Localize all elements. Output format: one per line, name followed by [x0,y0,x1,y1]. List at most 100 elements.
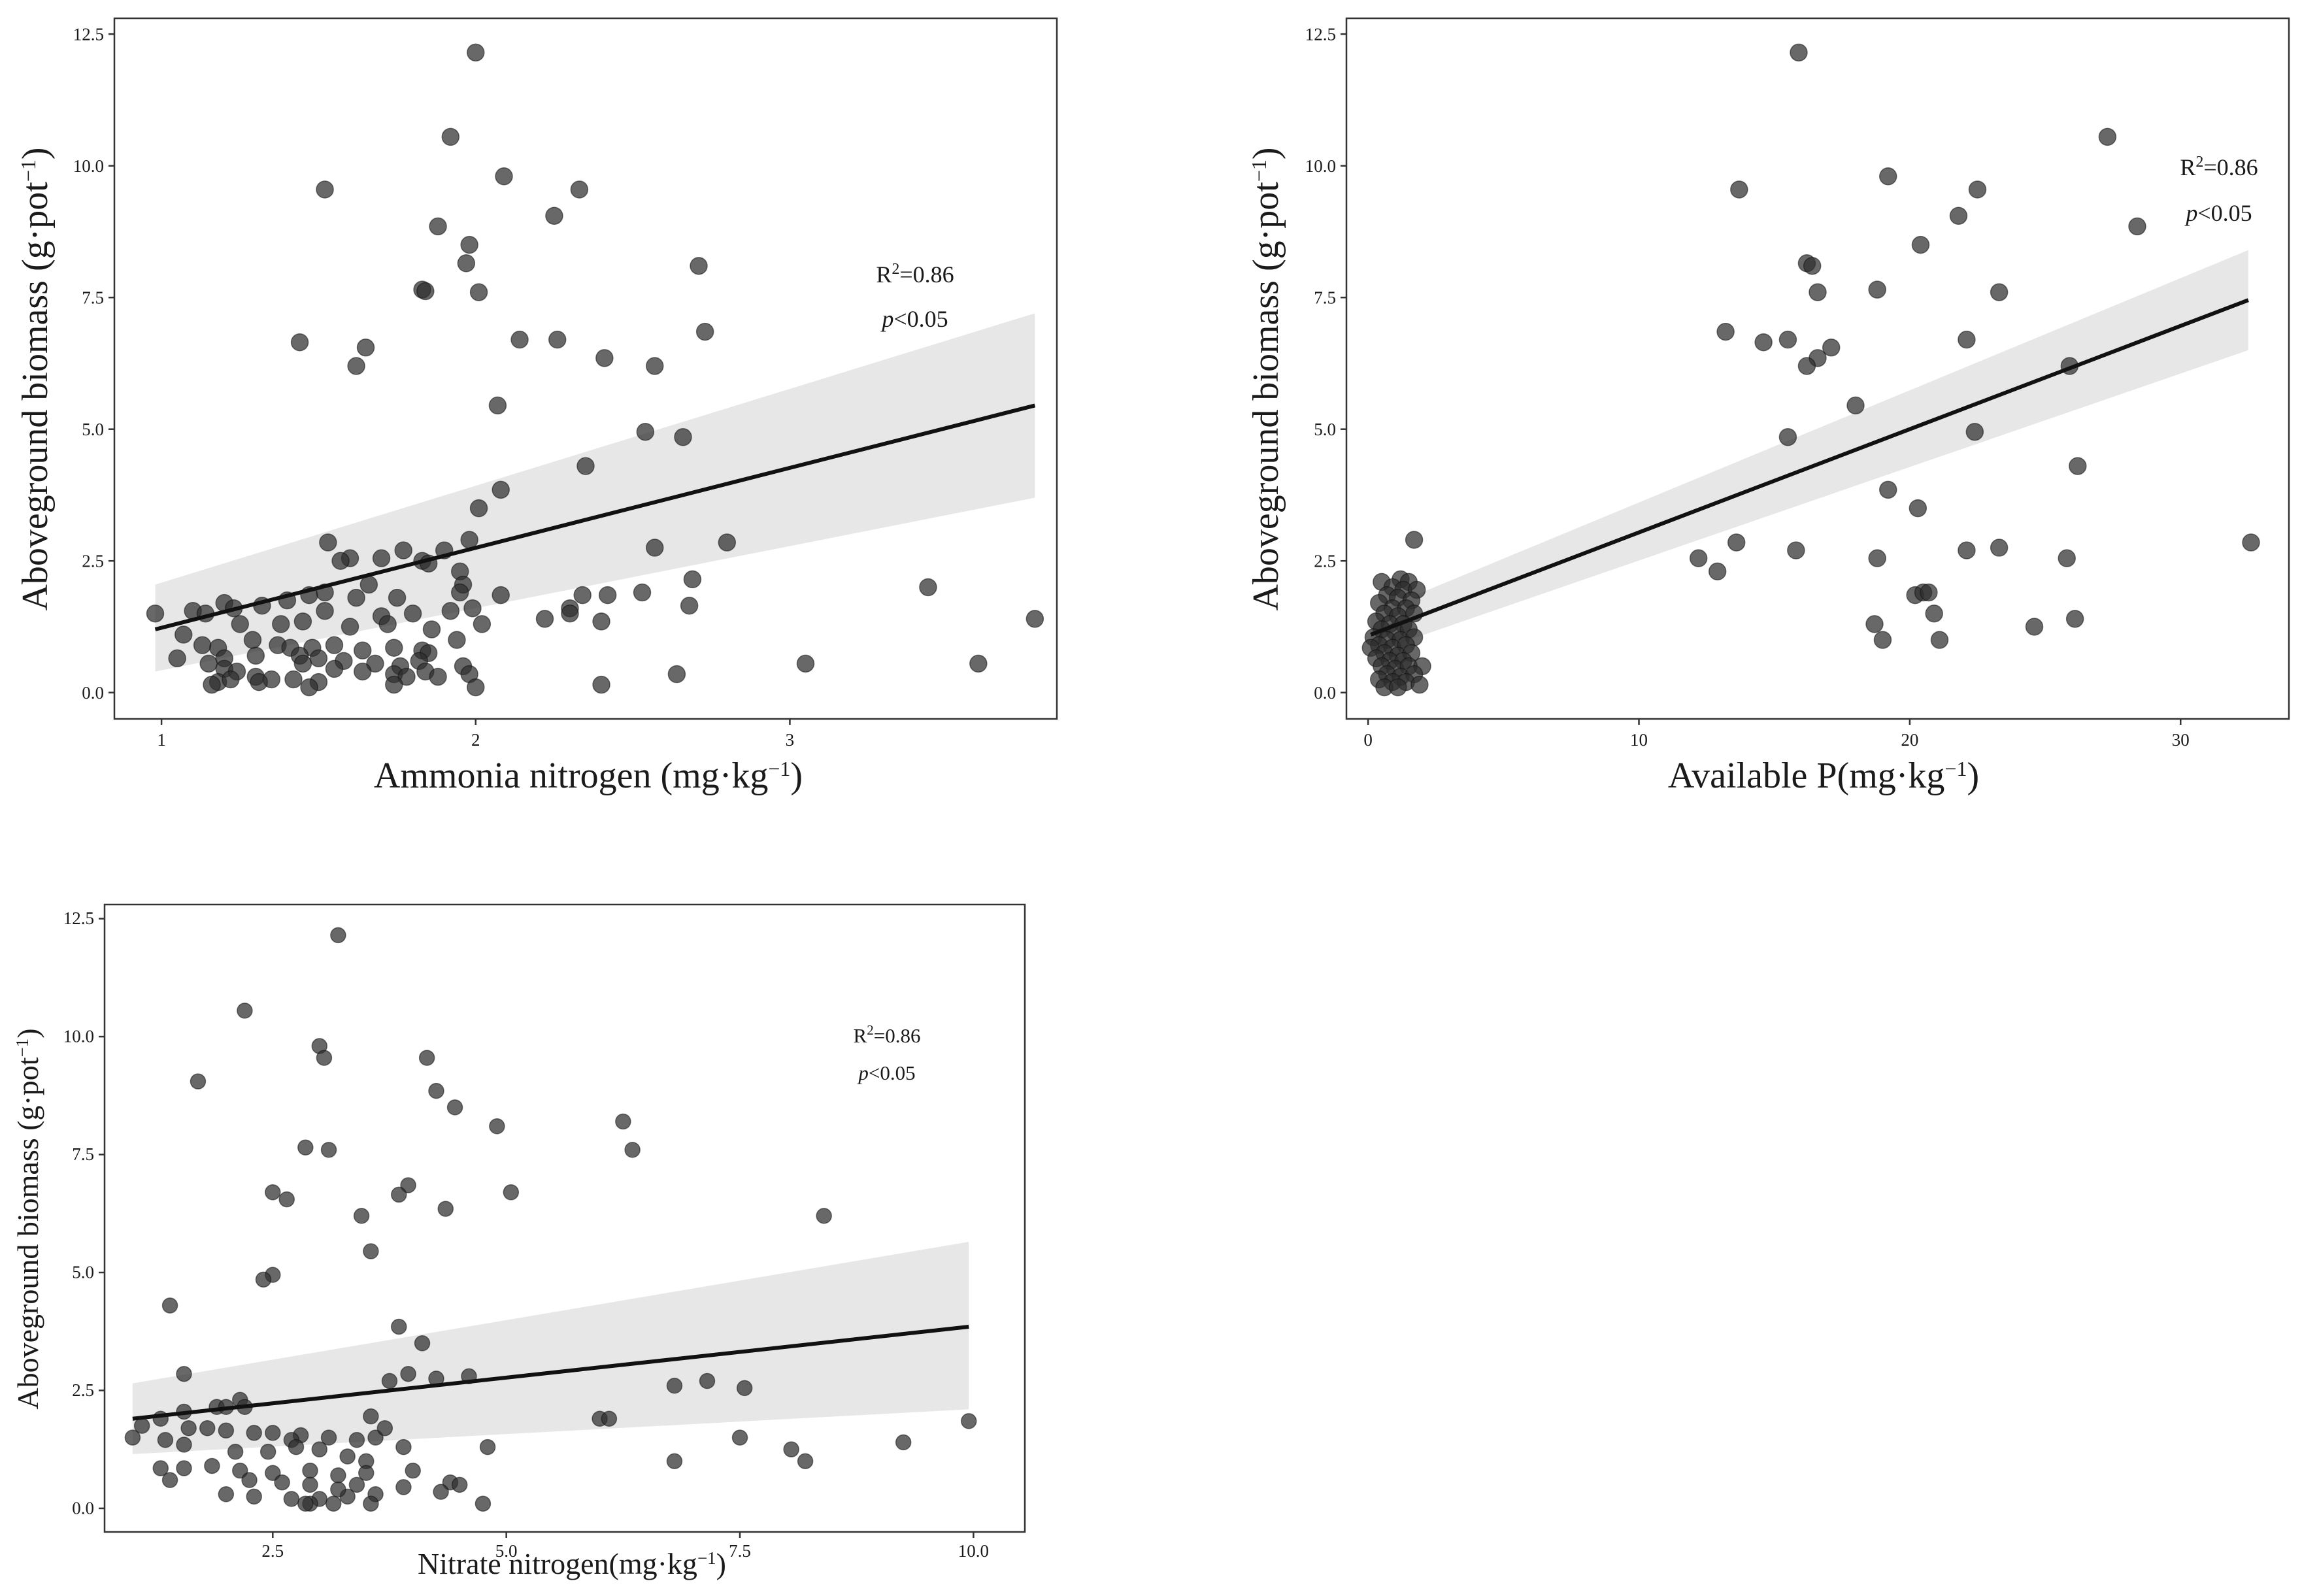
data-point [428,1082,444,1099]
data-point [636,422,655,441]
data-point [2058,549,2076,567]
data-point [718,533,737,552]
data-point [243,631,262,649]
data-point [388,588,407,607]
data-point [284,670,303,689]
x-tick-label: 5.0 [495,1541,518,1561]
data-point [1388,678,1407,697]
data-point [330,927,346,944]
data-point [174,625,193,644]
data-point [246,1425,262,1441]
data-point [545,207,563,225]
data-point [176,1365,192,1382]
data-point [488,396,507,415]
data-point [429,667,447,686]
data-point [2069,457,2087,475]
panel-ammonia-nitrogen: 1 2 3 0.0 2.5 5.0 7.5 10.0 12.5 Ammonia nitrogen… [15,17,1058,796]
y-tick-label: 10.0 [63,1027,94,1046]
data-point [231,615,250,633]
data-point [680,596,699,615]
data-point [1868,280,1886,299]
data-point [1689,549,1708,567]
data-point [451,1476,468,1493]
data-point [1930,631,1949,649]
data-point [1026,610,1044,628]
data-point [1868,549,1886,567]
data-point [353,1208,370,1224]
data-point [1990,283,2009,301]
data-point [218,1486,235,1503]
data-point [1803,257,1822,275]
r2-annotation: R2=0.86 [854,1022,921,1047]
data-point [237,1003,253,1019]
data-point [1809,283,1827,301]
data-point [783,1441,799,1457]
data-point [339,1448,356,1465]
data-point [372,549,391,567]
data-point [448,631,466,649]
data-point [418,1050,435,1066]
y-axis-title: Aboveground biomass (g·pot−1) [15,147,56,610]
y-tick-label: 0.0 [72,1498,94,1518]
plot-frame [113,17,1058,720]
x-tick-label: 2 [471,730,480,750]
data-point [699,1372,716,1389]
data-point [1846,396,1865,415]
data-point [405,1462,421,1479]
data-point [359,575,378,594]
data-point [2025,618,2044,636]
data-point [325,659,344,678]
y-tick-label: 5.0 [82,420,104,439]
data-point [1958,541,1976,559]
data-point [666,1377,683,1394]
y-tick-label: 7.5 [82,288,104,308]
data-point [1968,180,1987,199]
data-point [204,1457,220,1474]
data-point [385,675,403,694]
data-point [969,654,988,673]
data-point [265,1184,281,1201]
data-point [400,1365,416,1382]
p-value-annotation: p<0.05 [857,1061,915,1084]
data-point [391,1318,407,1335]
data-point [633,583,652,602]
data-point [731,1429,748,1446]
data-point [615,1113,631,1130]
x-tick-label: 30 [2172,730,2190,750]
x-tick-label: 2.5 [261,1541,284,1561]
y-tick-label: 2.5 [82,552,104,571]
data-point [469,283,488,301]
data-point [376,1420,393,1437]
data-point [161,1472,178,1488]
data-point [467,43,485,62]
x-axis-title: Ammonia nitrogen (mg·kg−1) [374,756,803,796]
data-point [510,330,529,349]
data-point [331,552,350,570]
data-point [1873,631,1892,649]
data-point [403,605,422,623]
y-axis-title: Aboveground biomass (g·pot−1) [11,1028,44,1409]
data-point [190,1073,207,1089]
plot-frame [103,903,1026,1533]
y-tick-label: 2.5 [1314,552,1336,571]
data-point [218,1422,235,1439]
data-point [353,641,372,659]
y-tick-label: 2.5 [72,1380,94,1400]
y-tick-label: 0.0 [1314,683,1336,703]
data-point [695,322,714,341]
data-point [347,357,365,375]
data-point [1958,330,1976,349]
data-point [414,1335,431,1352]
data-point [176,1460,192,1476]
data-point [391,1186,407,1203]
data-point [319,533,337,552]
data-point [176,1437,192,1453]
y-tick-label: 12.5 [73,25,104,44]
data-point [2242,533,2260,552]
data-point [1778,428,1797,446]
data-point [667,665,686,684]
data-point [598,586,617,605]
data-point [385,639,403,657]
data-point [259,1444,276,1460]
